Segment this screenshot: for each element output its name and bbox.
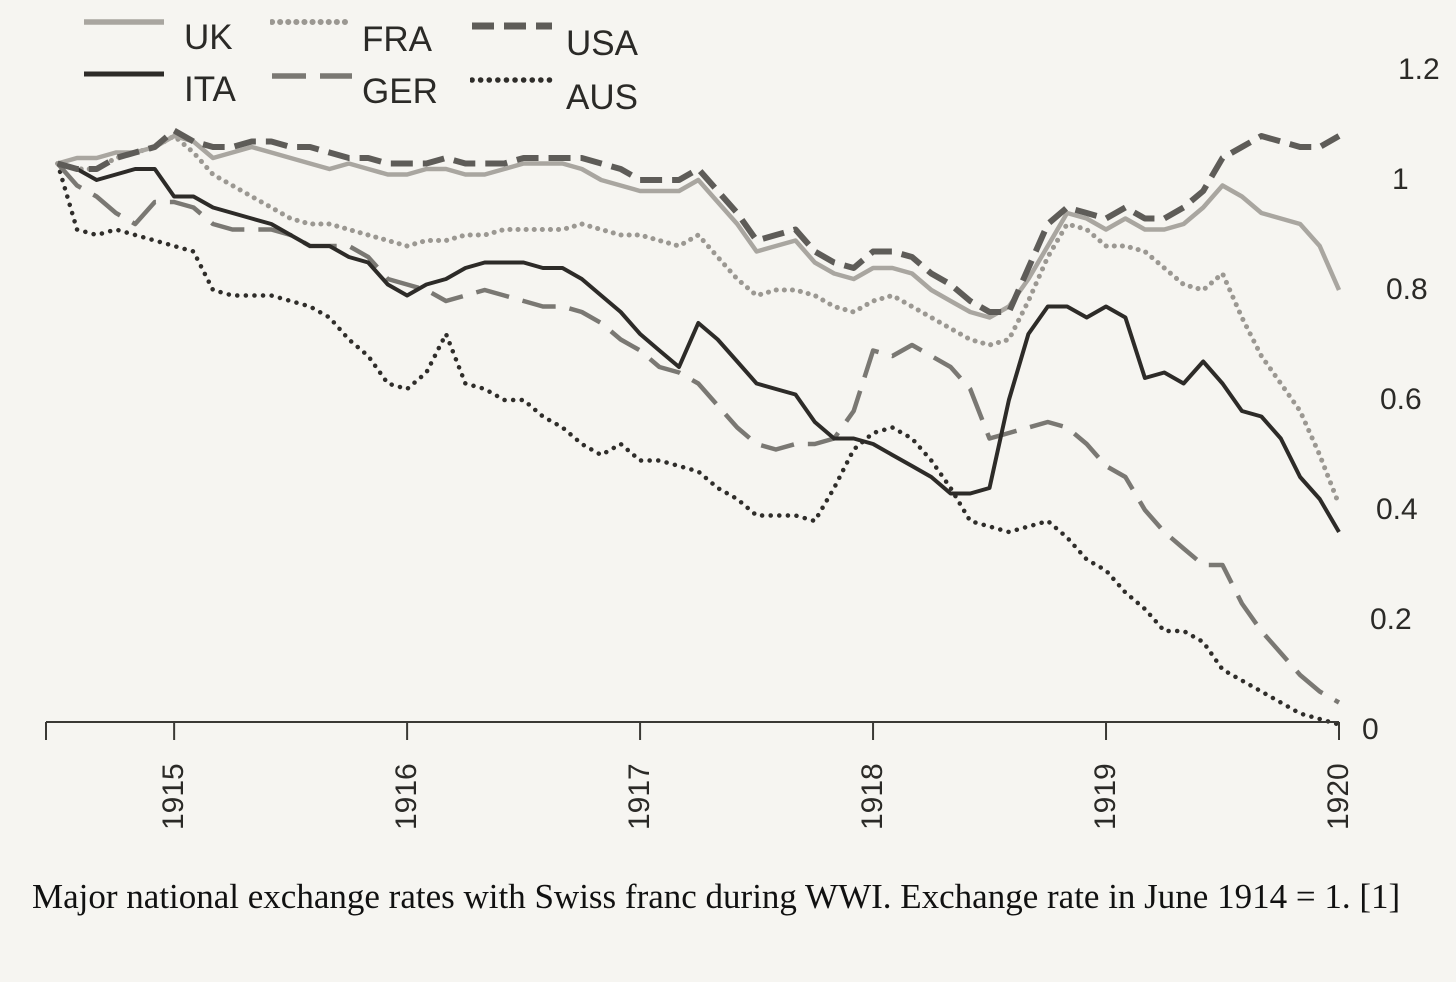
y-tick-label: 1.2 (1398, 53, 1440, 86)
legend: UK FRA USA ITA GER AUS (0, 0, 700, 130)
legend-label-uk: UK (184, 18, 233, 57)
series-line-ger (55, 162, 1341, 705)
y-tick-label: 0 (1362, 713, 1379, 746)
x-tick-label: 1916 (390, 763, 424, 830)
legend-swatch-ita (84, 71, 164, 77)
legend-swatch-ger (272, 73, 352, 79)
figure-caption: Major national exchange rates with Swiss… (32, 877, 1401, 916)
y-tick-label: 0.6 (1380, 383, 1422, 416)
chart (45, 127, 1342, 740)
series-line-aus (55, 161, 1342, 727)
legend-label-usa: USA (566, 24, 638, 63)
legend-swatch-aus (470, 77, 555, 83)
legend-label-ger: GER (362, 72, 438, 111)
x-axis (45, 721, 1340, 740)
y-tick-label: 0.2 (1370, 603, 1412, 636)
x-tick-label: 1920 (1322, 763, 1355, 830)
x-tick-label: 1915 (157, 763, 191, 830)
y-tick-label: 0.8 (1386, 273, 1428, 306)
legend-swatch-usa (472, 22, 552, 30)
series-line-fra (55, 133, 1342, 507)
y-tick-label: 0.4 (1376, 493, 1418, 526)
legend-swatch-uk (84, 19, 164, 25)
series-layer (55, 127, 1342, 727)
series-line-usa (56, 127, 1341, 315)
x-tick-label: 1917 (623, 763, 657, 830)
legend-label-ita: ITA (184, 70, 236, 109)
legend-label-fra: FRA (362, 20, 432, 59)
x-tick-label: 1919 (1089, 763, 1123, 830)
x-tick-label: 1918 (856, 763, 890, 830)
legend-label-aus: AUS (566, 78, 638, 117)
y-tick-label: 1 (1392, 163, 1409, 196)
series-line-uk (56, 133, 1342, 320)
legend-swatch-fra (270, 19, 355, 25)
series-line-ita (57, 161, 1341, 534)
